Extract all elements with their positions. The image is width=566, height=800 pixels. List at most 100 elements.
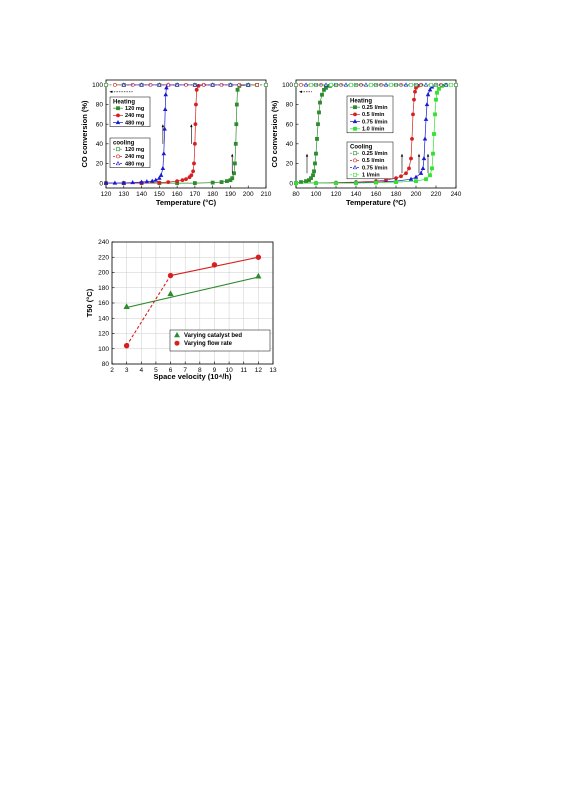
data-point [408,176,414,181]
x-tick-label: 190 [225,191,236,198]
arrow-head [426,153,430,157]
legend-marker [353,158,357,163]
y-tick-label: 120 [98,331,109,338]
data-point [162,126,167,131]
x-tick-label: 200 [411,191,422,198]
data-point [322,87,326,92]
data-point [180,178,185,183]
data-point [192,141,197,146]
data-point [162,106,168,112]
data-point [210,82,215,87]
data-point [149,178,155,183]
data-point [294,83,298,87]
data-point [234,102,239,107]
data-point [104,83,108,87]
data-point [303,82,309,87]
y-tick-label: 60 [96,121,104,128]
arrow-head [161,124,165,128]
data-point [435,90,439,95]
legend-label: 0.75 l/min [362,165,388,171]
data-point [235,87,240,92]
data-point [164,85,169,90]
legend-marker [115,161,121,166]
data-point [409,156,413,161]
data-point [224,179,229,184]
data-point [324,85,328,90]
y-tick-label: 140 [98,315,109,322]
data-point [157,180,162,185]
legend-title: Heating [113,100,135,106]
data-point [228,82,233,87]
data-point [413,89,417,94]
x-axis-label: Temperature (°C) [156,198,217,207]
data-point [318,100,322,105]
x-tick-label: 6 [169,367,173,374]
legend-label: 1.0 l/min [362,127,385,133]
y-axis-label: CO conversion (%) [80,100,89,168]
data-point [234,122,239,127]
arrow-head [109,90,113,93]
x-tick-label: 100 [311,191,322,198]
x-axis-label: Space velocity (10⁴/h) [154,372,232,381]
x-tick-label: 200 [243,191,254,198]
data-point [349,83,353,87]
x-axis-label: Temperature (ºC) [346,198,407,207]
arrow-head [417,153,421,157]
x-tick-label: 2 [110,367,114,374]
data-point [174,82,180,87]
x-tick-label: 160 [371,191,382,198]
arrow-head [231,153,234,157]
y-tick-label: 100 [92,82,103,89]
x-tick-label: 160 [172,191,183,198]
data-point [193,122,198,127]
legend-marker [353,151,357,156]
y-tick-label: 0 [99,180,103,187]
data-point [103,180,109,185]
data-point [210,180,215,185]
data-point [410,137,414,141]
data-point [139,82,144,87]
data-point [157,82,162,87]
data-point [424,102,430,107]
y-tick-label: 20 [96,161,104,168]
data-point [329,83,333,87]
data-point [175,179,180,184]
y-tick-label: 100 [282,82,293,89]
x-tick-label: 240 [451,191,462,198]
x-tick-label: 80 [292,191,300,198]
data-point [354,181,358,185]
legend-heating [109,96,151,127]
x-tick-label: 9 [213,367,217,374]
plot-frame [105,79,267,189]
x-tick-label: 120 [331,191,342,198]
data-point [312,169,316,174]
arrow-head [305,153,309,157]
y-tick-label: 240 [98,239,109,246]
data-point [432,132,436,136]
data-point [294,181,298,185]
data-point [434,97,438,102]
data-point [429,83,433,87]
data-point [431,151,435,156]
data-point [413,174,419,179]
y-tick-label: 80 [102,361,110,368]
data-point [422,136,428,141]
data-point [230,176,235,181]
x-tick-label: 150 [154,191,165,198]
arrow-head [400,153,404,157]
data-point [430,166,434,171]
data-point [307,178,311,183]
data-point [191,169,196,174]
data-point [411,112,415,117]
arrow-head [299,90,302,93]
data-point [121,180,127,185]
x-tick-label: 180 [391,191,402,198]
legend-label: Varying flow rate [184,341,233,347]
data-point [315,137,319,141]
y-tick-label: 220 [98,254,109,261]
data-point [255,272,262,279]
x-tick-label: 220 [431,191,442,198]
legend-marker [353,112,357,117]
data-point [130,180,135,185]
data-point [420,165,426,170]
